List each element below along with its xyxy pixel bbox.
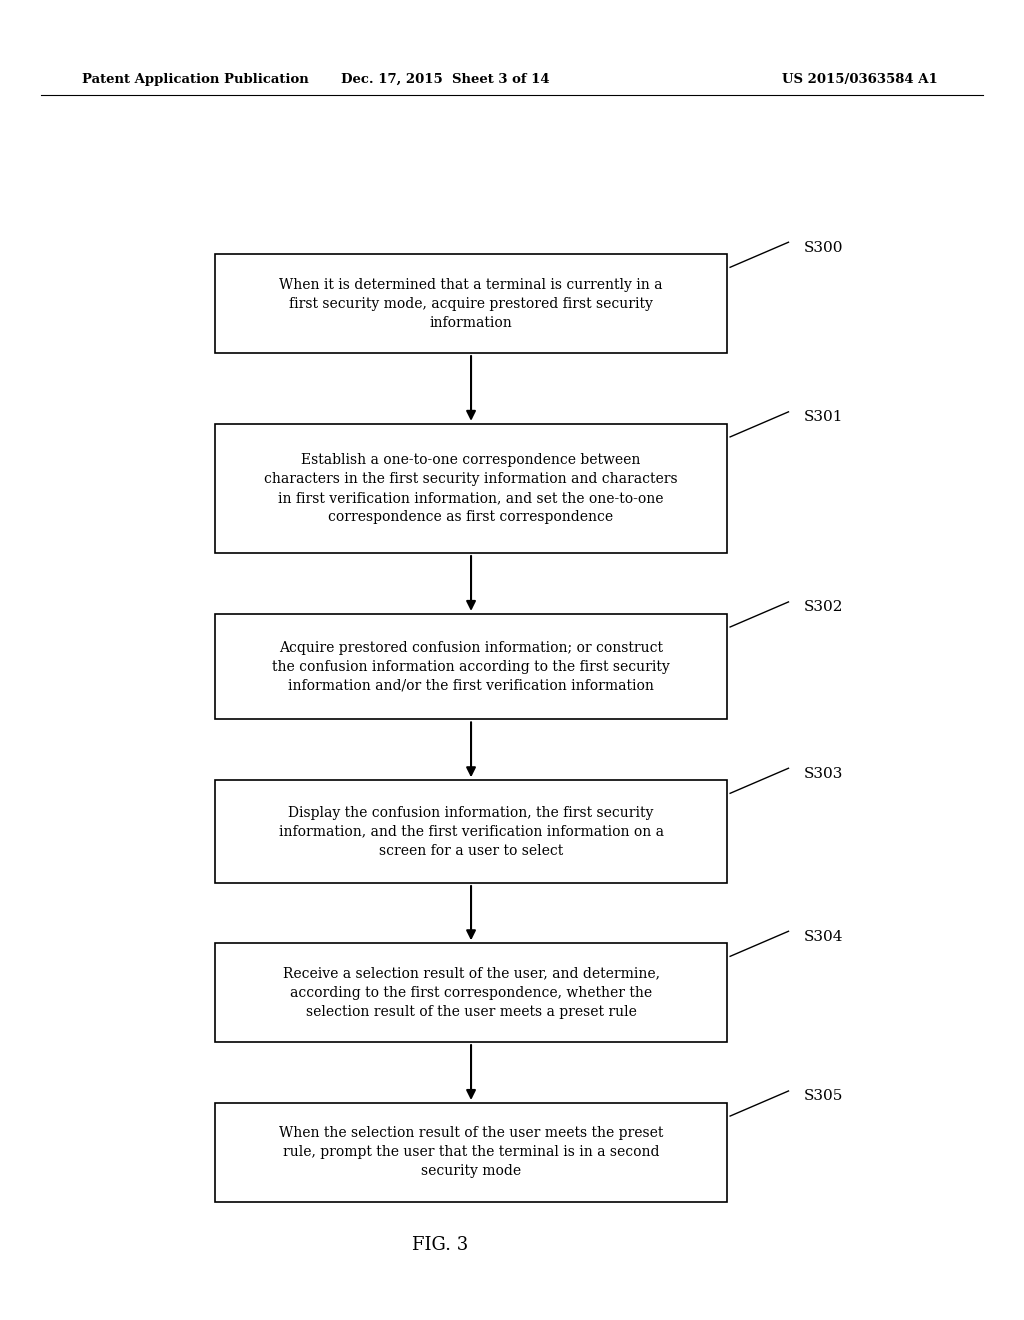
Text: Acquire prestored confusion information; or construct
the confusion information : Acquire prestored confusion information;… <box>272 640 670 693</box>
Text: S304: S304 <box>804 929 844 944</box>
Text: S301: S301 <box>804 411 844 424</box>
Text: Patent Application Publication: Patent Application Publication <box>82 73 308 86</box>
Text: S300: S300 <box>804 240 844 255</box>
Text: S302: S302 <box>804 601 844 614</box>
Bar <box>215 614 727 719</box>
Text: S303: S303 <box>804 767 843 780</box>
Bar <box>215 780 727 883</box>
Bar <box>215 424 727 553</box>
Text: Establish a one-to-one correspondence between
characters in the first security i: Establish a one-to-one correspondence be… <box>264 453 678 524</box>
Text: When it is determined that a terminal is currently in a
first security mode, acq: When it is determined that a terminal is… <box>280 277 663 330</box>
Text: S305: S305 <box>804 1089 843 1104</box>
Text: FIG. 3: FIG. 3 <box>413 1236 468 1254</box>
Text: Display the confusion information, the first security
information, and the first: Display the confusion information, the f… <box>279 805 664 858</box>
Text: When the selection result of the user meets the preset
rule, prompt the user tha: When the selection result of the user me… <box>279 1126 664 1179</box>
Bar <box>215 1104 727 1201</box>
Text: Dec. 17, 2015  Sheet 3 of 14: Dec. 17, 2015 Sheet 3 of 14 <box>341 73 550 86</box>
Bar <box>215 253 727 352</box>
Text: Receive a selection result of the user, and determine,
according to the first co: Receive a selection result of the user, … <box>283 966 659 1019</box>
Bar <box>215 942 727 1043</box>
Text: US 2015/0363584 A1: US 2015/0363584 A1 <box>782 73 938 86</box>
